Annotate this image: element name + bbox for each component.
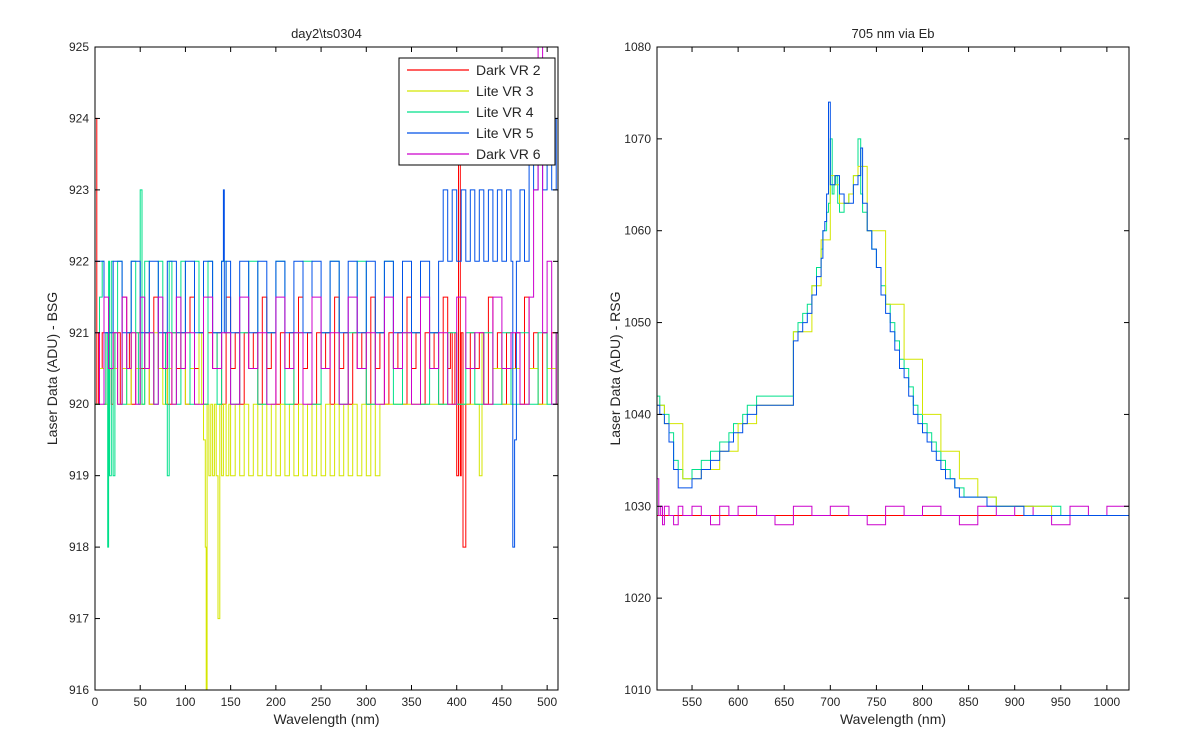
y-tick-label: 920 <box>69 397 89 411</box>
y-tick-label: 1060 <box>624 224 651 238</box>
series-group <box>95 47 558 690</box>
y-axis-label: Laser Data (ADU) - RSG <box>607 291 623 445</box>
y-tick-label: 1040 <box>624 407 651 421</box>
y-tick-label: 924 <box>69 111 89 125</box>
axes-box <box>94 46 559 691</box>
x-tick-label: 300 <box>356 695 376 709</box>
y-tick-label: 1080 <box>624 40 651 54</box>
y-axis-label: Laser Data (ADU) - BSG <box>44 292 60 445</box>
x-tick-label: 400 <box>447 695 467 709</box>
x-tick-label: 900 <box>1005 695 1025 709</box>
y-tick-label: 1050 <box>624 316 651 330</box>
legend-label: Dark VR 2 <box>476 62 541 78</box>
x-axis-label: Wavelength (nm) <box>273 711 379 727</box>
plot-area <box>657 47 1129 690</box>
y-tick-label: 917 <box>69 612 89 626</box>
x-tick-label: 100 <box>175 695 195 709</box>
x-tick-label: 750 <box>866 695 886 709</box>
y-tick-label: 919 <box>69 469 89 483</box>
y-tick-label: 923 <box>69 183 89 197</box>
x-tick-label: 850 <box>959 695 979 709</box>
x-axis-label: Wavelength (nm) <box>840 711 946 727</box>
chart-title: day2\ts0304 <box>291 26 362 41</box>
y-tick-label: 921 <box>69 326 89 340</box>
chart-title: 705 nm via Eb <box>851 26 934 41</box>
y-tick-label: 922 <box>69 254 89 268</box>
y-tick-label: 1010 <box>624 683 651 697</box>
x-tick-label: 0 <box>92 695 99 709</box>
x-tick-label: 250 <box>311 695 331 709</box>
legend-label: Lite VR 5 <box>476 125 534 141</box>
x-tick-label: 650 <box>774 695 794 709</box>
x-tick-label: 800 <box>912 695 932 709</box>
x-tick-label: 500 <box>537 695 557 709</box>
chart-panel-1: 0 50 100 150 200 250 300 350 400 450 500 916 917 918 9… <box>44 26 559 727</box>
x-tick-label: 600 <box>728 695 748 709</box>
x-tick-label: 200 <box>266 695 286 709</box>
x-tick-label: 700 <box>820 695 840 709</box>
legend-label: Lite VR 4 <box>476 104 534 120</box>
chart-panel-2: 550 600 650 700 750 800 850 900 950 1000 1010 1020 1… <box>607 26 1130 727</box>
legend: Dark VR 2 Lite VR 3 Lite VR 4 Lite VR 5 Dark… <box>398 57 556 166</box>
y-tick-label: 925 <box>69 40 89 54</box>
axes-box <box>656 46 1130 691</box>
series-line-5 <box>657 101 1129 516</box>
x-tick-label: 550 <box>682 695 702 709</box>
y-tick-label: 918 <box>69 540 89 554</box>
y-tick-label: 1030 <box>624 499 651 513</box>
series-group <box>657 101 1129 526</box>
series-line-5 <box>95 47 558 405</box>
x-tick-label: 1000 <box>1094 695 1121 709</box>
x-tick-label: 150 <box>221 695 241 709</box>
legend-label: Dark VR 6 <box>476 146 541 162</box>
x-tick-label: 450 <box>492 695 512 709</box>
x-tick-label: 50 <box>134 695 148 709</box>
x-tick-label: 950 <box>1051 695 1071 709</box>
y-tick-label: 916 <box>69 683 89 697</box>
y-tick-label: 1020 <box>624 591 651 605</box>
y-tick-label: 1070 <box>624 132 651 146</box>
legend-label: Lite VR 3 <box>476 83 534 99</box>
x-tick-label: 350 <box>401 695 421 709</box>
